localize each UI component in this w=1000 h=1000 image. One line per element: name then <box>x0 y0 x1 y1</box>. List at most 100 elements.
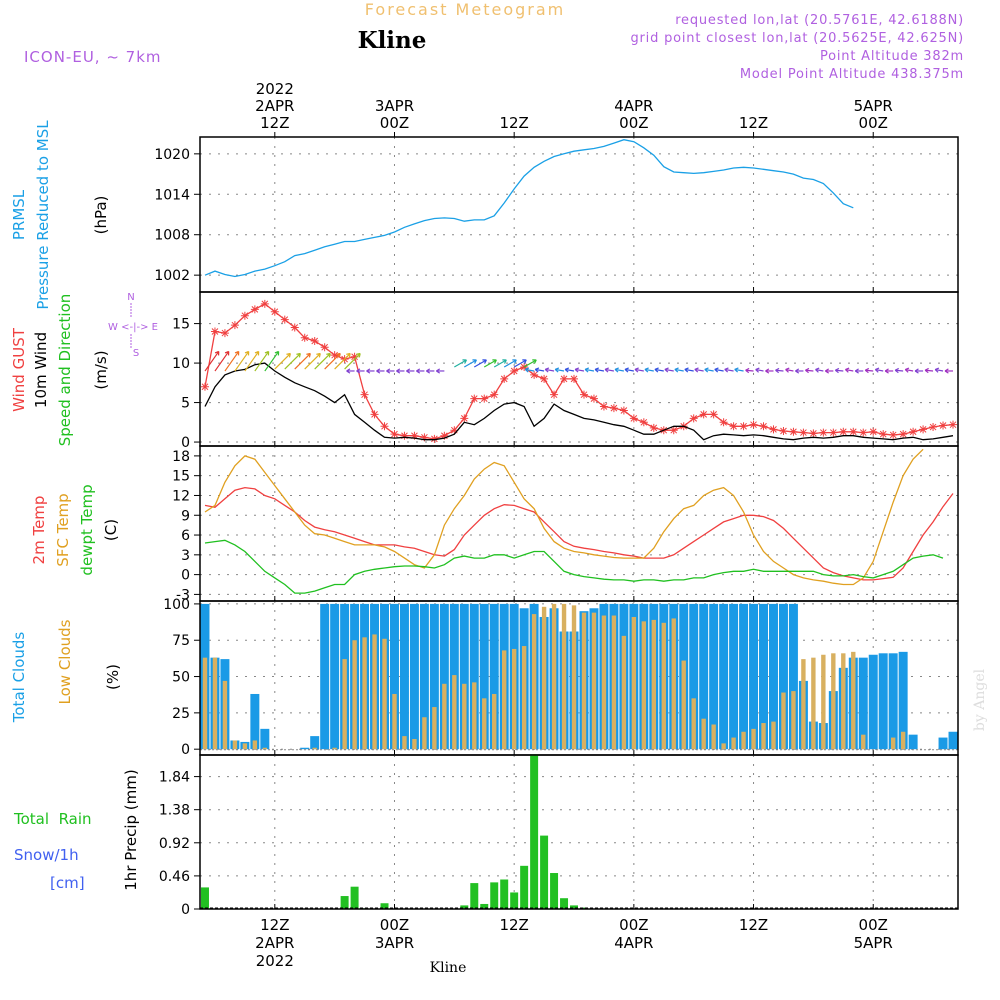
total-cloud-bar <box>898 651 908 750</box>
low-cloud-bar <box>531 614 537 750</box>
temp-label-2m: 2m Temp <box>30 496 48 565</box>
gust-marker <box>210 327 219 336</box>
wind-direction-arrow <box>555 368 565 372</box>
wind-direction-arrow <box>684 368 694 372</box>
gust-marker <box>450 426 459 435</box>
wind-arrow-head <box>326 352 331 358</box>
wind-arrow-head <box>694 367 699 373</box>
gust-marker <box>350 352 359 361</box>
gust-marker <box>629 414 638 423</box>
series-line <box>204 303 954 440</box>
low-cloud-bar <box>352 640 357 750</box>
low-cloud-bar <box>232 740 238 750</box>
bottom-time-label: 2022 <box>256 952 294 970</box>
low-cloud-bar <box>571 605 577 750</box>
wind-arrow-head <box>346 368 351 374</box>
y-tick-label: 75 <box>172 633 190 649</box>
low-cloud-bar <box>721 743 726 750</box>
gust-marker <box>669 426 678 435</box>
wind-direction-arrow <box>523 359 537 368</box>
wind-arrow-head <box>614 367 619 373</box>
low-cloud-bar <box>751 728 756 750</box>
total-cloud-bar <box>479 603 489 750</box>
wind-arrow-head <box>664 367 669 373</box>
bottom-time-label: 5APR <box>854 934 893 952</box>
pressure-label-prmsl: PRMSL <box>10 189 28 240</box>
low-cloud-bar <box>372 634 377 750</box>
wind-direction-arrow <box>805 369 814 372</box>
wind-arrow-head <box>884 368 889 374</box>
wind-arrow-head <box>522 359 527 364</box>
wind-arrow-head <box>734 367 739 373</box>
wind-unit: (m/s) <box>92 350 110 389</box>
low-cloud-bar <box>821 654 826 750</box>
gust-marker <box>470 394 479 403</box>
wind-arrow-head <box>376 368 381 374</box>
rain-bar <box>200 887 209 909</box>
gust-marker <box>550 390 559 399</box>
wind-arrow-head <box>472 359 477 364</box>
total-cloud-bar <box>778 603 788 750</box>
low-cloud-bar <box>402 736 407 750</box>
cloud-unit: (%) <box>104 664 122 690</box>
wind-arrow-head <box>755 367 760 373</box>
gust-marker <box>230 321 239 330</box>
wind-arrow-head <box>854 368 859 374</box>
wind-direction-arrow <box>584 368 595 372</box>
total-cloud-bar <box>439 603 449 750</box>
rain-bar <box>560 898 569 909</box>
gust-marker <box>749 420 758 429</box>
wind-arrow-head <box>356 368 361 374</box>
precip-label-cm: [cm] <box>50 874 85 892</box>
total-cloud-bar <box>908 734 918 750</box>
temp-labels: 2m Temp SFC Temp dewpt Temp (C) <box>30 484 120 575</box>
gust-marker <box>809 429 818 438</box>
gust-marker <box>919 425 928 434</box>
gust-marker <box>729 422 738 431</box>
total-cloud-bar <box>689 603 699 750</box>
total-cloud-bar <box>888 653 898 750</box>
gust-marker <box>739 422 748 431</box>
panel-frame <box>199 136 959 293</box>
location-title: Kline <box>358 27 427 54</box>
low-cloud-bar <box>801 659 806 750</box>
wind-arrow-head <box>286 352 291 358</box>
bottom-time-label: 00Z <box>859 916 888 934</box>
low-cloud-bar <box>601 615 607 750</box>
wind-arrow-head <box>934 367 940 373</box>
wind-arrow-head <box>462 359 467 364</box>
y-tick-label: 3 <box>181 548 190 564</box>
y-tick-label: 100 <box>163 597 190 613</box>
wind-arrow-head <box>482 359 487 364</box>
wind-direction-arrow <box>264 351 280 372</box>
wind-arrow-head <box>894 367 900 374</box>
panel-pressure: 1002 1008 1014 1020 <box>154 136 959 293</box>
wind-direction-arrow <box>535 368 545 372</box>
gust-marker <box>460 414 469 423</box>
gust-marker <box>859 428 868 437</box>
gust-marker <box>709 410 718 419</box>
wind-direction-arrow <box>895 369 904 372</box>
y-tick-label: 9 <box>181 508 190 524</box>
gust-marker <box>260 299 269 308</box>
wind-direction-arrow <box>575 368 585 372</box>
low-cloud-bar <box>412 739 417 750</box>
gust-marker <box>280 315 289 324</box>
gust-marker <box>560 374 569 383</box>
precip-unit: 1hr Precip (mm) <box>122 769 140 890</box>
total-cloud-bar <box>320 603 330 750</box>
low-cloud-bar <box>332 747 337 750</box>
bottom-time-label: 00Z <box>380 916 409 934</box>
top-time-label: 4APR <box>614 97 653 115</box>
gust-marker <box>400 431 409 440</box>
low-cloud-bar <box>492 693 497 750</box>
gust-marker <box>320 343 329 352</box>
bottom-time-label: 3APR <box>375 934 414 952</box>
wind-arrow-head <box>674 367 679 373</box>
model-label: ICON-EU, ~ 7km <box>24 48 162 66</box>
low-cloud-bar <box>342 659 347 750</box>
wind-arrow-head <box>346 352 351 358</box>
panel-frame <box>199 445 959 602</box>
low-cloud-bar <box>212 657 218 750</box>
gust-marker <box>490 390 499 399</box>
